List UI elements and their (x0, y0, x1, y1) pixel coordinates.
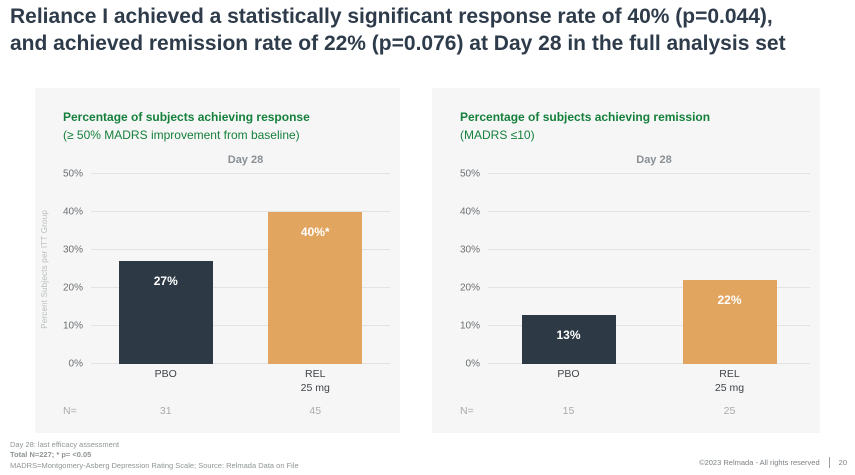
n-equals-label: N= (63, 405, 77, 418)
y-tick-label: 30% (62, 244, 83, 256)
footer-divider (828, 457, 830, 468)
bar-pbo: 13% (521, 314, 616, 364)
copyright-text: ©2023 Relmada - All rights reserved (699, 458, 820, 467)
n-row: N= 31 45 (35, 405, 400, 417)
bar-value-label: 40%* (300, 225, 330, 239)
gridline (91, 173, 390, 174)
y-tick-label: 0% (465, 358, 480, 370)
y-axis-ticks: 0% 10% 20% 30% 40% 50% (450, 169, 488, 370)
bars: 13% 22% (488, 174, 810, 364)
x-category-label: REL 25 mg (714, 368, 745, 394)
y-tick-label: 40% (62, 206, 83, 218)
chart-title: Percentage of subjects achieving remissi… (460, 110, 711, 124)
gridline (91, 211, 390, 212)
bar-slot: 22% (649, 174, 810, 364)
gridline (91, 363, 390, 364)
gridline (91, 249, 390, 250)
x-category-label: REL 25 mg (300, 368, 330, 394)
n-row: N= 15 25 (432, 405, 820, 417)
chart-body: 0% 10% 20% 30% 40% 50% 13% 22% (432, 169, 820, 370)
footnote-madrs-source: MADRS=Montgomery-Asberg Depression Ratin… (10, 460, 299, 470)
footer: ©2023 Relmada - All rights reserved 20 (699, 457, 847, 468)
y-tick-label: 0% (68, 358, 83, 370)
x-category-label: PBO (557, 368, 580, 380)
x-axis-row: PBO REL 25 mg (432, 368, 820, 395)
y-tick-label: 10% (62, 320, 83, 332)
bar-value-label: 22% (717, 293, 742, 308)
slide-title-line-1: Reliance I achieved a statistically sign… (10, 5, 773, 28)
axis-gutter (432, 368, 488, 395)
slide-title-line-2: and achieved remission rate of 22% (p=0.… (10, 31, 786, 55)
bar-slot: 40%* (241, 174, 391, 364)
chart-body: Percent Subjects per ITT Group 0% 10% 20% 3… (35, 169, 400, 370)
day-label: Day 28 (227, 154, 264, 166)
y-tick-label: 40% (459, 206, 480, 218)
y-axis-title-column: Percent Subjects per ITT Group (35, 174, 53, 364)
y-tick-label: 10% (459, 320, 480, 332)
n-values: 31 45 (91, 405, 390, 417)
bar-value-label: 13% (556, 327, 581, 342)
y-axis-title: Percent Subjects per ITT Group (39, 209, 49, 329)
bar-value-label: 27% (153, 274, 178, 289)
plot-area: 27% 40%* (91, 173, 390, 364)
gridline (488, 287, 810, 288)
gridline (91, 325, 390, 326)
n-value: 15 (562, 405, 575, 418)
bar-pbo: 27% (118, 261, 213, 364)
n-equals-label: N= (460, 405, 474, 418)
y-tick-label: 50% (62, 168, 83, 180)
n-value: 45 (309, 405, 322, 418)
slide-title: Reliance I achieved a statistically sign… (10, 4, 850, 58)
day-label: Day 28 (636, 154, 672, 166)
x-axis-labels: PBO REL 25 mg (91, 368, 390, 395)
gridline (488, 325, 810, 326)
n-value: 31 (159, 405, 172, 418)
gridline (91, 287, 390, 288)
gridline (488, 173, 810, 174)
footnote-day28: Day 28: last efficacy assessment (10, 439, 120, 449)
y-axis-ticks: 0% 10% 20% 30% 40% 50% (53, 169, 91, 370)
chart-header: Percentage of subjects achieving remissi… (432, 88, 820, 142)
gridline (488, 363, 810, 364)
remission-chart-panel: Percentage of subjects achieving remissi… (432, 88, 820, 433)
chart-subtitle: (≥ 50% MADRS improvement from baseline) (63, 128, 300, 142)
response-chart-panel: Percentage of subjects achieving respons… (35, 88, 400, 433)
x-category-label: PBO (154, 368, 177, 380)
bar-rel: 40%* (268, 212, 363, 364)
bar-rel: 22% (682, 280, 777, 364)
bar-slot: 13% (488, 174, 649, 364)
x-axis-labels: PBO REL 25 mg (488, 368, 810, 395)
footnote-total-n: Total N=227; * p= <0.05 (10, 450, 92, 459)
chart-header: Percentage of subjects achieving respons… (35, 88, 400, 142)
chart-title: Percentage of subjects achieving respons… (63, 110, 310, 124)
n-value: 25 (723, 405, 736, 418)
axis-gutter (35, 368, 91, 395)
n-values: 15 25 (488, 405, 810, 417)
y-tick-label: 20% (62, 282, 83, 294)
y-tick-label: 50% (459, 168, 480, 180)
x-axis-row: PBO REL 25 mg (35, 368, 400, 395)
plot-area: 13% 22% (488, 173, 810, 364)
y-axis-title-column (432, 174, 450, 364)
gridline (488, 211, 810, 212)
y-tick-label: 30% (459, 244, 480, 256)
bar-slot: 27% (91, 174, 241, 364)
gridline (488, 249, 810, 250)
bars: 27% 40%* (91, 174, 390, 364)
y-tick-label: 20% (459, 282, 480, 294)
footnotes: Day 28: last efficacy assessment Total N… (10, 440, 299, 472)
chart-subtitle: (MADRS ≤10) (460, 128, 535, 142)
page-number: 20 (838, 458, 847, 467)
